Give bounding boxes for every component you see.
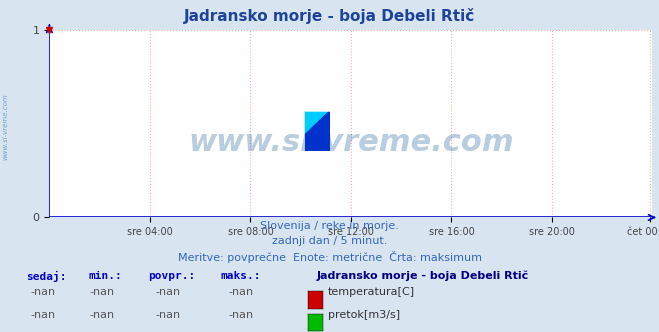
Text: -nan: -nan	[228, 287, 253, 297]
Text: zadnji dan / 5 minut.: zadnji dan / 5 minut.	[272, 236, 387, 246]
Text: www.si-vreme.com: www.si-vreme.com	[188, 128, 514, 157]
Text: -nan: -nan	[228, 310, 253, 320]
Text: maks.:: maks.:	[221, 271, 261, 281]
Text: -nan: -nan	[156, 287, 181, 297]
Text: min.:: min.:	[89, 271, 123, 281]
Text: -nan: -nan	[90, 287, 115, 297]
Text: sedaj:: sedaj:	[26, 271, 67, 282]
Text: Meritve: povprečne  Enote: metrične  Črta: maksimum: Meritve: povprečne Enote: metrične Črta:…	[177, 251, 482, 263]
Text: www.si-vreme.com: www.si-vreme.com	[2, 93, 9, 160]
Text: Jadransko morje - boja Debeli Rtič: Jadransko morje - boja Debeli Rtič	[316, 271, 529, 281]
Text: -nan: -nan	[156, 310, 181, 320]
Text: -nan: -nan	[90, 310, 115, 320]
Text: temperatura[C]: temperatura[C]	[328, 287, 415, 297]
Polygon shape	[304, 111, 330, 151]
Text: povpr.:: povpr.:	[148, 271, 196, 281]
Text: Jadransko morje - boja Debeli Rtič: Jadransko morje - boja Debeli Rtič	[184, 8, 475, 24]
Text: Slovenija / reke in morje.: Slovenija / reke in morje.	[260, 221, 399, 231]
Text: -nan: -nan	[30, 310, 55, 320]
Polygon shape	[304, 111, 320, 135]
Text: -nan: -nan	[30, 287, 55, 297]
Polygon shape	[304, 111, 330, 135]
Text: pretok[m3/s]: pretok[m3/s]	[328, 310, 400, 320]
